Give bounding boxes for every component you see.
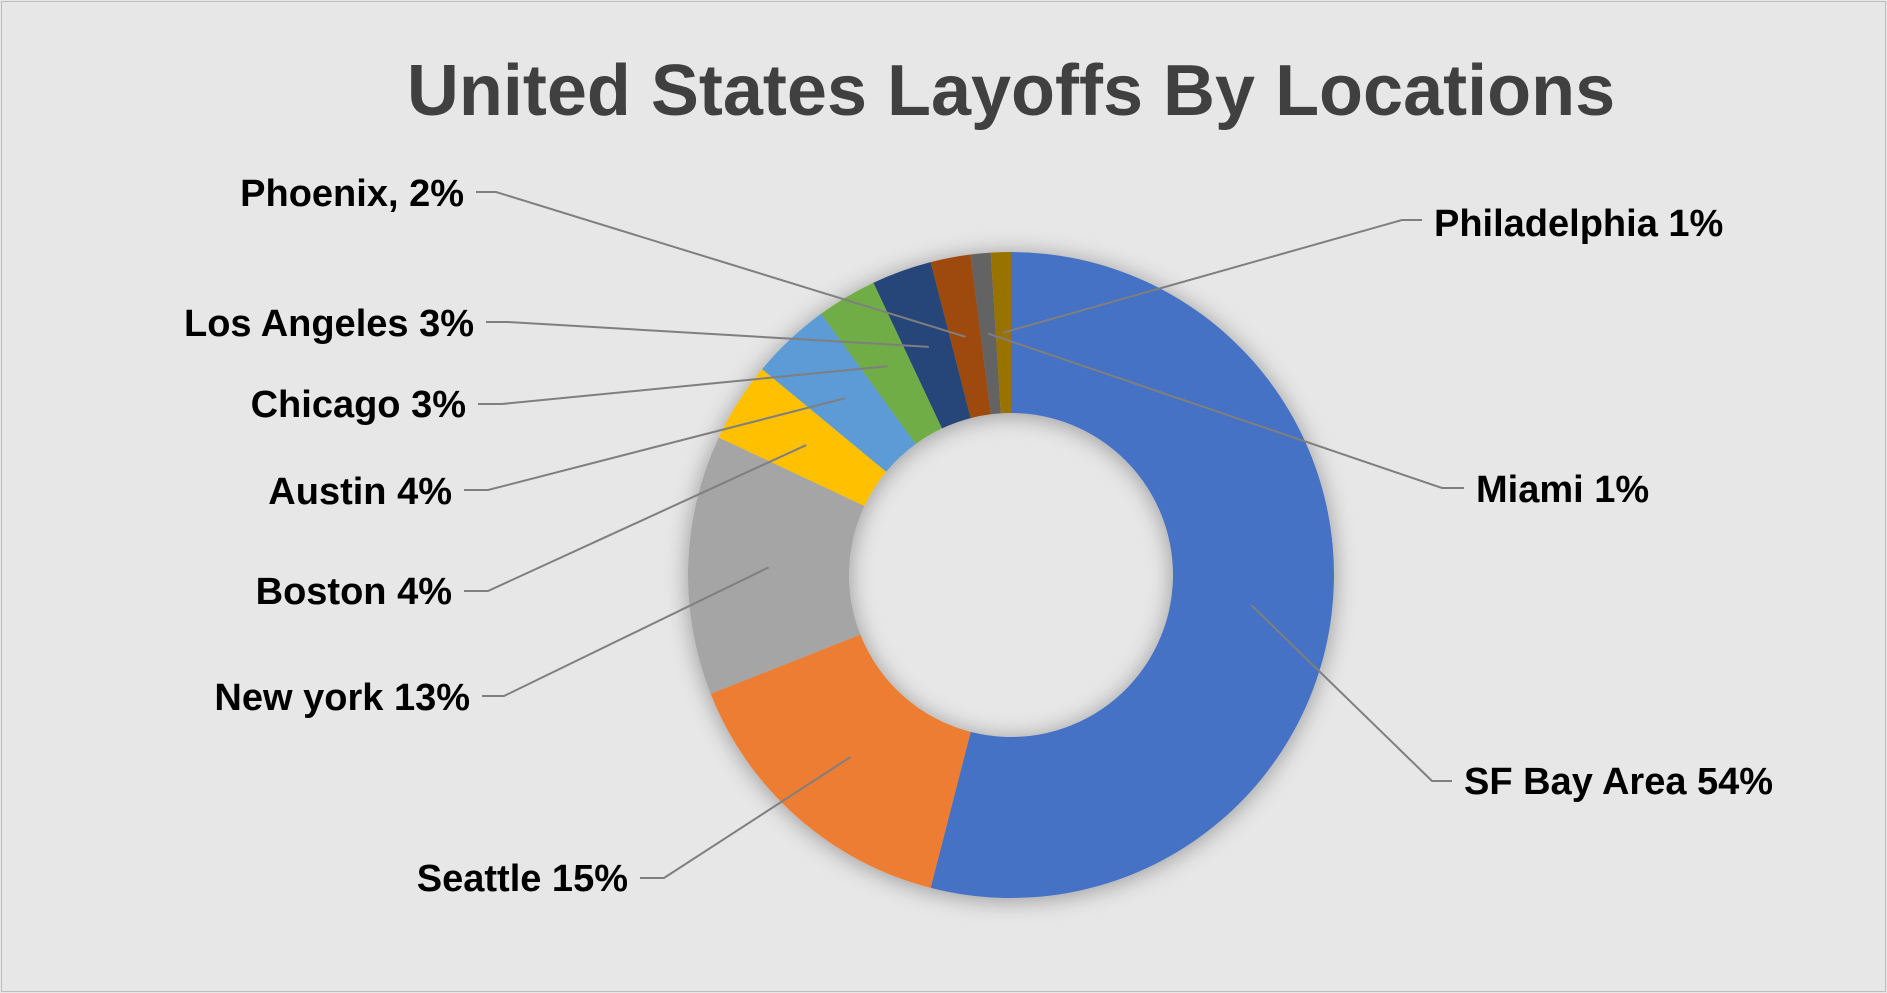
data-label-new-york: New york 13%	[214, 677, 470, 719]
slice-austin	[762, 313, 916, 472]
data-labels: SF Bay Area 54% Seattle 15% New york 13% Bo…	[184, 173, 1773, 900]
slice-miami	[970, 252, 1001, 415]
data-label-sf-bay-area: SF Bay Area 54%	[1464, 761, 1773, 803]
data-label-chicago: Chicago 3%	[251, 384, 466, 426]
leader-lines	[464, 191, 1464, 879]
data-label-miami: Miami 1%	[1476, 469, 1649, 511]
slice-seattle	[710, 634, 971, 888]
slice-new-york	[687, 437, 865, 694]
data-label-los-angeles: Los Angeles 3%	[184, 303, 474, 345]
leader-line-philadelphia	[1003, 219, 1422, 334]
leader-line-seattle	[640, 756, 852, 879]
leader-line-los-angeles	[486, 321, 929, 348]
leader-line-boston	[464, 444, 807, 592]
data-label-seattle: Seattle 15%	[417, 858, 628, 900]
slice-sf-bay-area	[930, 252, 1334, 898]
leader-line-sf-bay-area	[1250, 604, 1452, 782]
leader-line-miami	[987, 332, 1464, 489]
slice-chicago	[821, 282, 943, 444]
doughnut-slices	[687, 252, 1334, 898]
data-label-austin: Austin 4%	[268, 471, 452, 513]
leader-line-chicago	[478, 365, 888, 405]
leader-line-austin	[464, 397, 846, 491]
data-label-phoenix: Phoenix, 2%	[240, 173, 464, 215]
slice-boston	[718, 369, 887, 507]
leader-line-phoenix	[476, 191, 966, 338]
data-label-boston: Boston 4%	[256, 571, 452, 613]
chart-title: United States Layoffs By Locations	[407, 51, 1615, 131]
data-label-philadelphia: Philadelphia 1%	[1434, 203, 1723, 245]
slice-philadelphia	[990, 252, 1011, 414]
slice-los-angeles	[873, 262, 971, 429]
leader-line-new-york	[482, 566, 770, 697]
